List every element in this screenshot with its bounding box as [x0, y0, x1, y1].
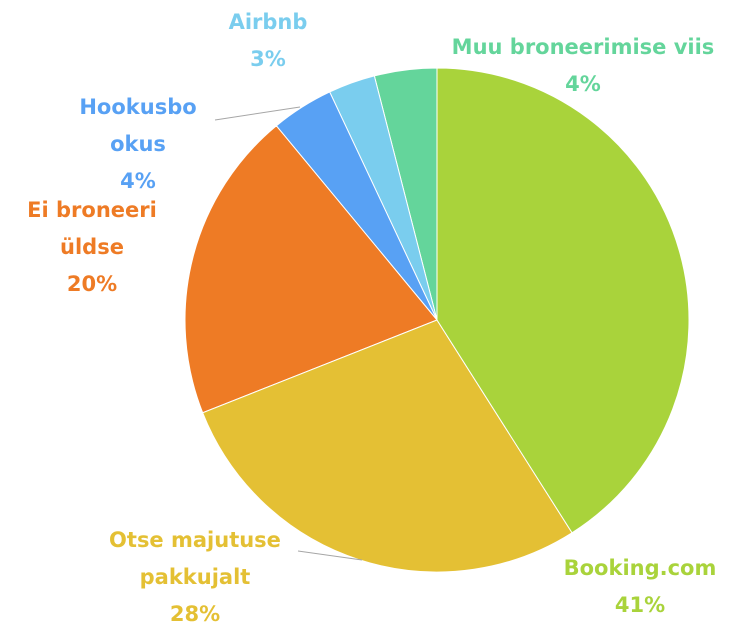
percent-label: 4% [120, 169, 156, 193]
pie-slice [184, 125, 438, 414]
data-label: Airbnb 3% [193, 4, 343, 78]
data-label: Booking.com 41% [530, 550, 745, 623]
category-label: Booking.com [563, 556, 717, 580]
leader-line [214, 106, 301, 121]
data-label: Otse majutuse pakkujalt 28% [85, 522, 305, 623]
percent-label: 3% [250, 47, 286, 71]
data-label: Hookusbookus 4% [79, 89, 197, 200]
percent-label: 20% [66, 272, 118, 296]
category-label: Hookusbookus [79, 95, 197, 156]
data-label: Muu broneerimise viis 4% [423, 29, 743, 103]
percent-label: 41% [614, 593, 666, 617]
category-label: Airbnb [228, 10, 308, 34]
percent-label: 28% [169, 602, 221, 623]
category-label: Muu broneerimise viis [451, 35, 715, 59]
percent-label: 4% [565, 72, 601, 96]
category-label: Otse majutuse pakkujalt [109, 528, 281, 589]
category-label: Ei broneeri üldse [27, 198, 157, 259]
data-label: Ei broneeri üldse 20% [17, 192, 167, 303]
pie-slice [436, 67, 690, 534]
leader-line [297, 550, 363, 561]
